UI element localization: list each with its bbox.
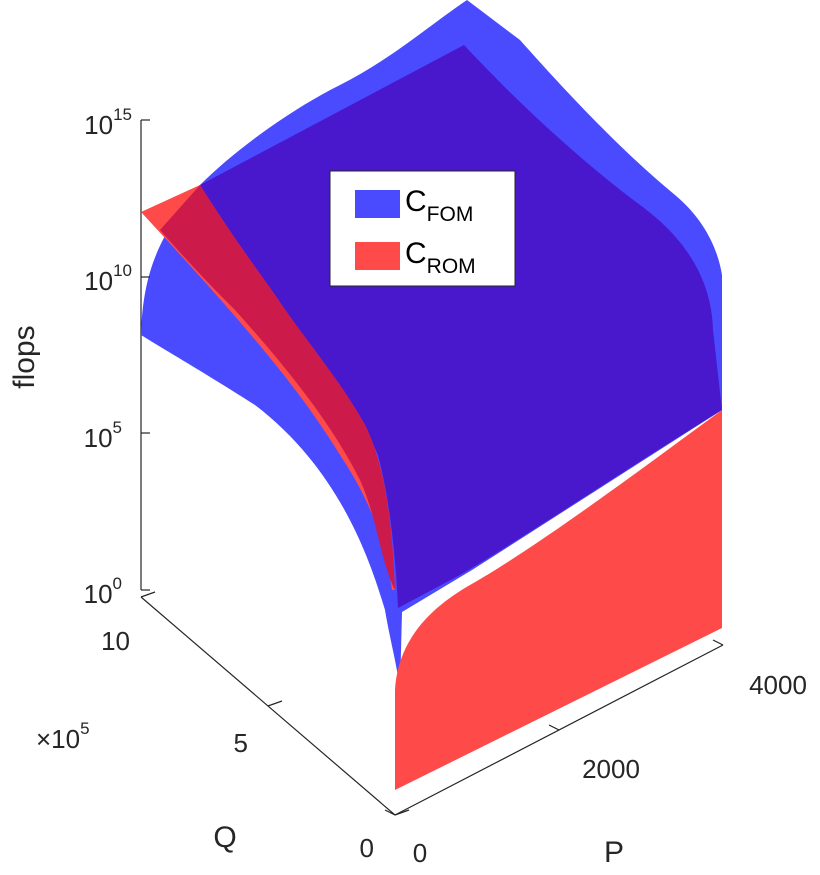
legend: CFOM CROM [329, 170, 516, 287]
legend-swatch-fom [355, 190, 400, 218]
z-tick-label-5: 105 [84, 418, 122, 453]
rom-surface-overlap [160, 185, 395, 590]
y-multiplier: ×105 [36, 719, 90, 754]
x-tick-marks [384, 639, 724, 816]
z-tick-label-10: 1010 [84, 261, 132, 296]
y-axis-label: Q [213, 821, 236, 854]
y-tick-marks [140, 591, 410, 816]
x-axis-label: P [604, 836, 624, 869]
x-tick-label-2000: 2000 [582, 754, 640, 784]
y-tick-label-5: 5 [234, 728, 248, 758]
z-tick-marks [141, 119, 150, 591]
legend-label-fom: CFOM [405, 185, 473, 226]
y-tick-label-0: 0 [360, 833, 374, 863]
x-tick-label-0: 0 [413, 838, 427, 868]
z-tick-label-0: 100 [84, 574, 122, 609]
x-tick-label-4000: 4000 [749, 670, 807, 700]
y-tick-label-10: 10 [101, 626, 130, 656]
legend-swatch-rom [355, 242, 400, 270]
legend-label-rom: CROM [405, 237, 476, 278]
z-tick-label-15: 1015 [84, 105, 132, 140]
rom-surface-floor [395, 410, 722, 790]
rom-surface [141, 185, 722, 790]
z-axis-label: flops [8, 325, 41, 388]
